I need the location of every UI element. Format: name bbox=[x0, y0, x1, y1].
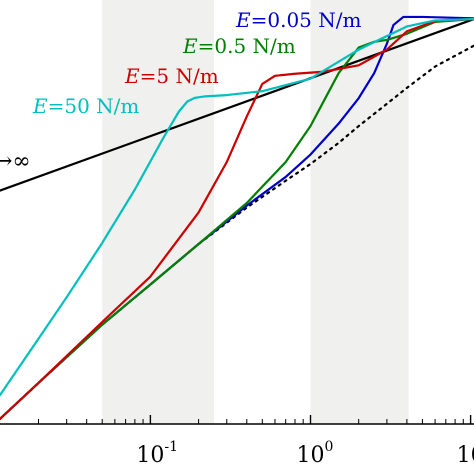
limit-annotation: →∞ bbox=[0, 149, 31, 174]
series-label-2: E=5 N/m bbox=[124, 64, 219, 88]
series-label-4: E=0.05 N/m bbox=[235, 8, 361, 32]
x-tick-label-3: 10 bbox=[457, 443, 474, 468]
series-lines bbox=[0, 15, 474, 420]
series-line-1 bbox=[0, 17, 474, 397]
annotations: →∞ bbox=[0, 149, 31, 174]
x-tick-label-1: 10-1 bbox=[136, 439, 178, 468]
series-line-6 bbox=[0, 17, 474, 192]
series-label-3: E=0.5 N/m bbox=[182, 34, 296, 58]
series-labels: E=50 N/m E=5 N/m E=0.5 N/mE=0.05 N/m bbox=[32, 8, 361, 118]
series-label-1: E=50 N/m bbox=[32, 94, 139, 118]
x-ticks: 10-1 100 10 bbox=[37, 415, 474, 468]
series-line-3 bbox=[0, 17, 474, 420]
series-line-2 bbox=[0, 17, 474, 420]
x-tick-label-2: 100 bbox=[296, 439, 333, 468]
